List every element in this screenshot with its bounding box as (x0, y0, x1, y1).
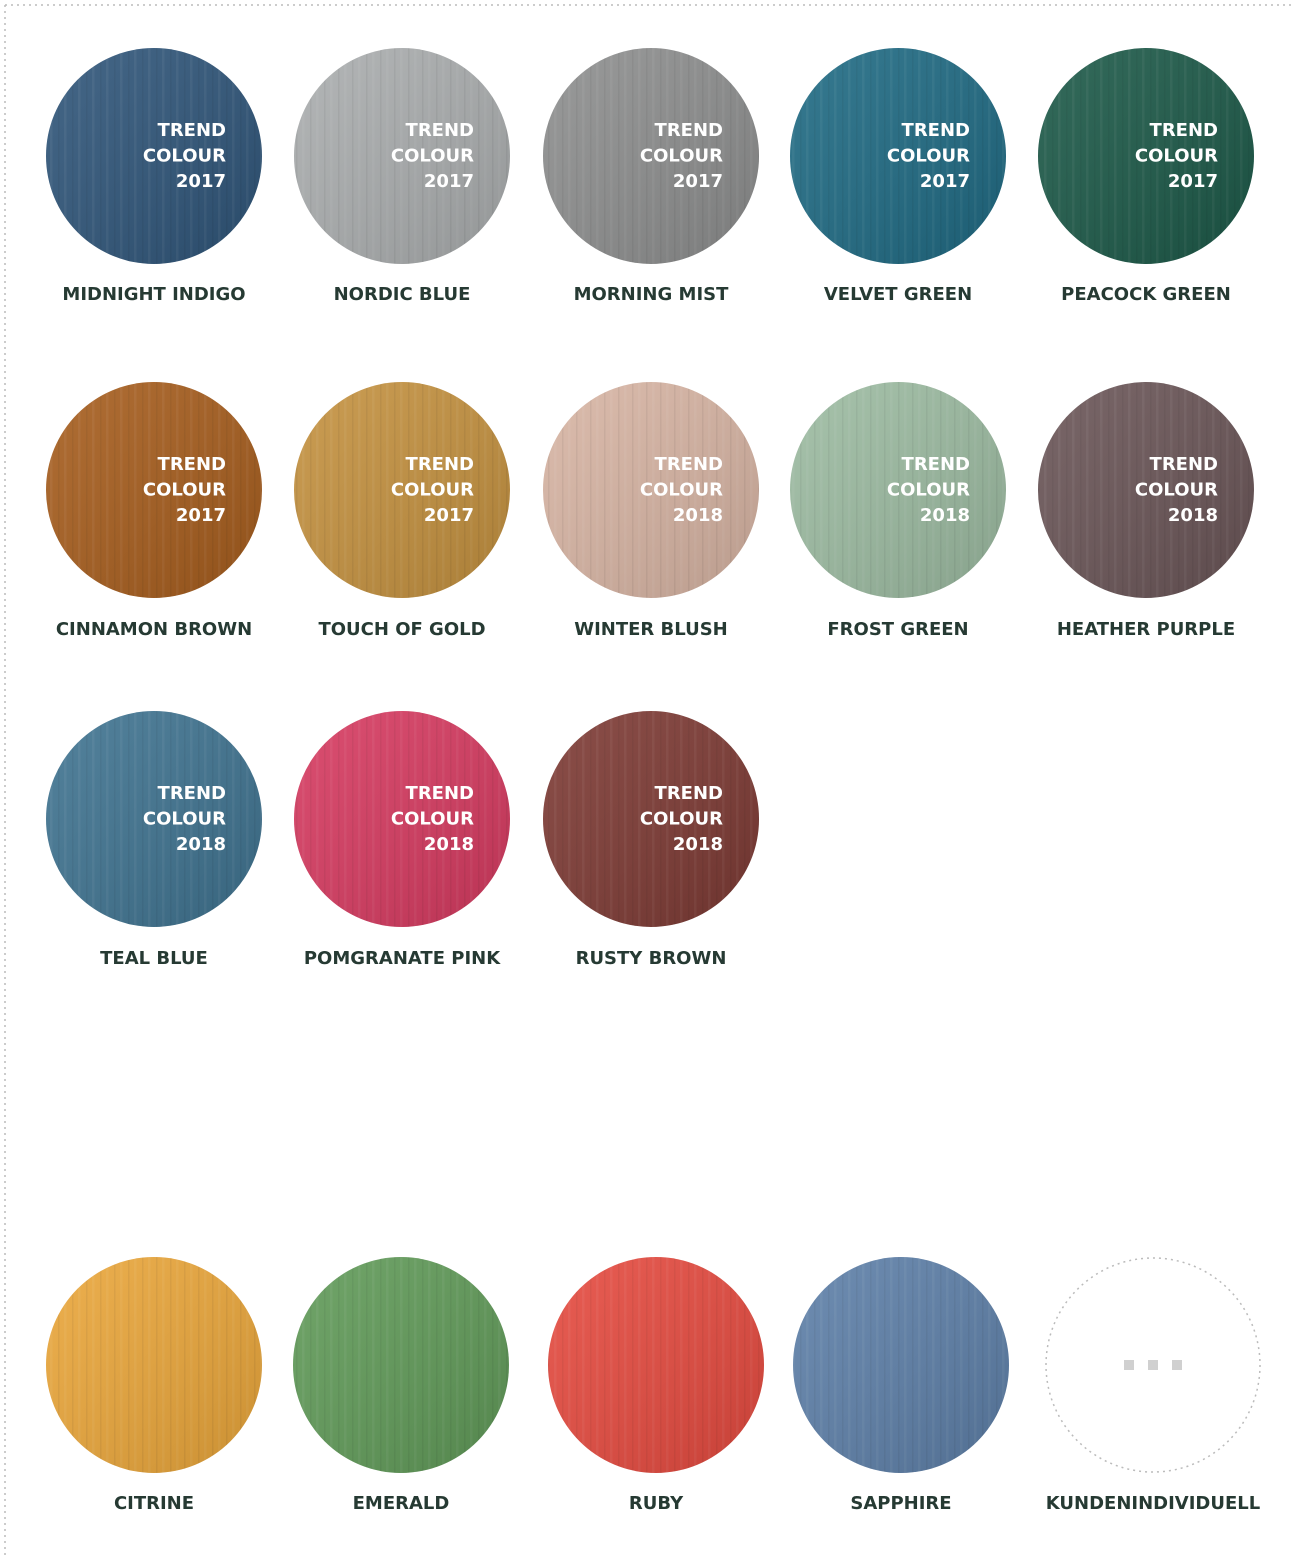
trend-badge: COLOUR (640, 146, 723, 167)
swatch-shade (543, 48, 759, 264)
swatch-name: FROST GREEN (827, 619, 968, 640)
trend-badge: COLOUR (143, 809, 226, 830)
trend-badge: 2018 (673, 505, 723, 526)
swatch-shade (294, 48, 510, 264)
trend-badge: 2017 (1168, 171, 1218, 192)
swatch-shade (46, 711, 262, 927)
swatch-shade (793, 1257, 1009, 1473)
trend-badge: 2018 (920, 505, 970, 526)
swatch-name: NORDIC BLUE (334, 284, 471, 305)
swatch-shade (46, 382, 262, 598)
swatch-name: MORNING MIST (574, 284, 730, 305)
trend-badge: 2018 (673, 834, 723, 855)
swatch-shade (548, 1257, 764, 1473)
trend-badge: TREND (655, 783, 723, 804)
trend-badge: COLOUR (391, 146, 474, 167)
trend-badge: COLOUR (640, 809, 723, 830)
swatch-name: RUSTY BROWN (576, 948, 727, 969)
swatch-name: CINNAMON BROWN (56, 619, 252, 640)
trend-badge: TREND (406, 120, 474, 141)
swatch-shade (46, 1257, 262, 1473)
ellipsis-dot (1124, 1360, 1134, 1370)
trend-badge: TREND (158, 783, 226, 804)
trend-badge: COLOUR (391, 480, 474, 501)
swatch-name: PEACOCK GREEN (1061, 284, 1231, 305)
swatch-shade (790, 48, 1006, 264)
trend-badge: COLOUR (143, 480, 226, 501)
trend-badge: 2018 (424, 834, 474, 855)
swatch-shade (1038, 382, 1254, 598)
trend-badge: TREND (406, 783, 474, 804)
trend-badge: 2017 (176, 171, 226, 192)
trend-badge: TREND (902, 454, 970, 475)
trend-badge: 2018 (176, 834, 226, 855)
swatch-shade (543, 711, 759, 927)
trend-badge: 2018 (1168, 505, 1218, 526)
swatch-name: RUBY (629, 1493, 684, 1514)
trend-badge: COLOUR (640, 480, 723, 501)
trend-badge: TREND (1150, 120, 1218, 141)
trend-badge: 2017 (673, 171, 723, 192)
trend-badge: TREND (655, 120, 723, 141)
trend-badge: COLOUR (1135, 146, 1218, 167)
trend-badge: COLOUR (887, 146, 970, 167)
swatch-shade (294, 382, 510, 598)
trend-badge: TREND (1150, 454, 1218, 475)
trend-badge: TREND (158, 120, 226, 141)
swatch-name: TEAL BLUE (100, 948, 208, 969)
swatch-name: CITRINE (114, 1493, 194, 1514)
swatch-name: VELVET GREEN (824, 284, 972, 305)
trend-badge: COLOUR (143, 146, 226, 167)
trend-badge: 2017 (176, 505, 226, 526)
custom-swatch-outline (1045, 1257, 1261, 1473)
swatch-name: MIDNIGHT INDIGO (62, 284, 245, 305)
trend-badge: COLOUR (391, 809, 474, 830)
swatch-name: KUNDENINDIVIDUELL (1046, 1493, 1260, 1514)
swatch-shade (293, 1257, 509, 1473)
swatch-name: WINTER BLUSH (574, 619, 728, 640)
trend-badge: TREND (655, 454, 723, 475)
swatch-name: HEATHER PURPLE (1057, 619, 1235, 640)
trend-badge: TREND (406, 454, 474, 475)
trend-badge: 2017 (424, 505, 474, 526)
swatch-shade (790, 382, 1006, 598)
trend-badge: 2017 (424, 171, 474, 192)
swatch-shade (46, 48, 262, 264)
swatch-name: TOUCH OF GOLD (318, 619, 485, 640)
swatch-shade (294, 711, 510, 927)
swatch-shade (1038, 48, 1254, 264)
trend-badge: 2017 (920, 171, 970, 192)
swatch-name: SAPPHIRE (850, 1493, 951, 1514)
trend-badge: COLOUR (887, 480, 970, 501)
swatch-name: POMGRANATE PINK (304, 948, 501, 969)
trend-badge: TREND (902, 120, 970, 141)
trend-badge: COLOUR (1135, 480, 1218, 501)
ellipsis-dot (1148, 1360, 1158, 1370)
swatch-name: EMERALD (353, 1493, 450, 1514)
swatch-shade (543, 382, 759, 598)
ellipsis-dot (1172, 1360, 1182, 1370)
trend-badge: TREND (158, 454, 226, 475)
